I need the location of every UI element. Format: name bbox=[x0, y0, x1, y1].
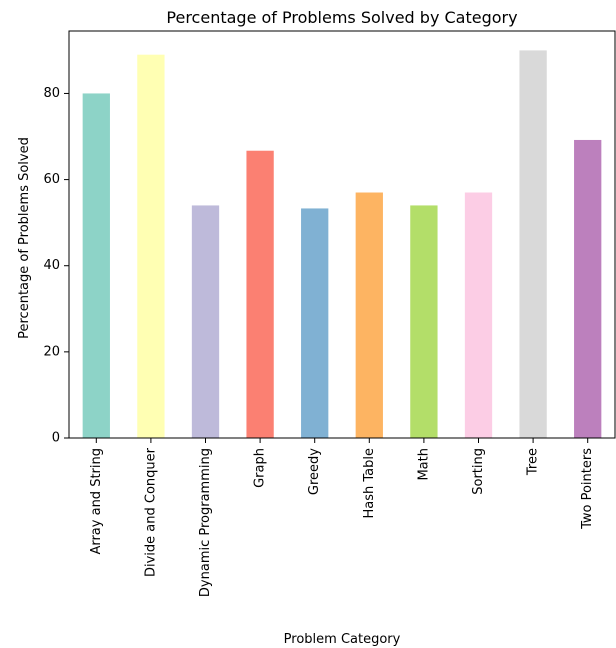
y-tick-label: 0 bbox=[52, 431, 60, 446]
x-tick-label: Divide and Conquer bbox=[143, 447, 158, 577]
x-tick-label: Hash Table bbox=[362, 448, 377, 519]
x-tick-label: Math bbox=[416, 448, 431, 481]
bar-dynamic-programming bbox=[191, 205, 220, 438]
y-tick-label: 60 bbox=[43, 172, 60, 187]
bar-sorting bbox=[464, 192, 493, 438]
bar-array-and-string bbox=[82, 93, 110, 438]
x-tick-label: Array and String bbox=[89, 448, 104, 555]
bar-greedy bbox=[301, 208, 329, 438]
plot-frame bbox=[68, 30, 616, 439]
bar-divide-and-conquer bbox=[137, 54, 165, 438]
x-axis-label: Problem Category bbox=[284, 632, 401, 647]
y-tick-label: 40 bbox=[43, 258, 60, 273]
bar-tree bbox=[519, 50, 547, 438]
x-tick-label: Sorting bbox=[471, 448, 486, 495]
y-axis-label: Percentage of Problems Solved bbox=[17, 137, 32, 339]
bar-two-pointers bbox=[574, 139, 602, 438]
y-tick-label: 80 bbox=[43, 86, 60, 101]
x-tick-label: Greedy bbox=[307, 448, 322, 495]
bars-group bbox=[82, 50, 602, 439]
bar-hash-table bbox=[355, 192, 383, 438]
x-tick-label: Two Pointers bbox=[580, 448, 595, 530]
x-tick-label: Dynamic Programming bbox=[198, 448, 213, 597]
x-tick-label: Graph bbox=[253, 448, 268, 488]
x-tick-label: Tree bbox=[526, 448, 541, 476]
chart-title: Percentage of Problems Solved by Categor… bbox=[166, 8, 517, 27]
bar-graph bbox=[246, 150, 274, 439]
y-axis-ticks: 0 20 40 60 80 bbox=[43, 86, 69, 446]
x-axis-ticks: Array and String Divide and Conquer Dynami… bbox=[89, 438, 595, 597]
bar-math bbox=[410, 205, 438, 438]
y-tick-label: 20 bbox=[43, 344, 60, 359]
